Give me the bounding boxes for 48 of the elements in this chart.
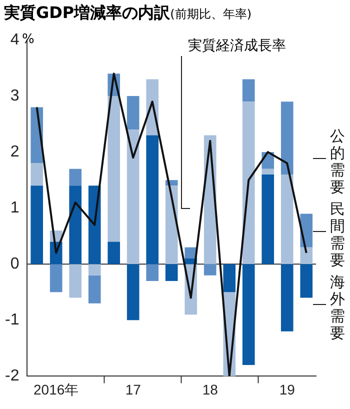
bar bbox=[280, 102, 294, 174]
x-tick-label: 19 bbox=[279, 381, 296, 398]
bar bbox=[280, 264, 294, 332]
bar bbox=[108, 242, 120, 264]
bar bbox=[88, 275, 101, 304]
y-tick-label: 2 bbox=[10, 143, 20, 160]
bar bbox=[280, 174, 294, 264]
bar bbox=[30, 163, 44, 186]
bar bbox=[108, 96, 120, 242]
bar bbox=[146, 135, 159, 264]
bar bbox=[300, 264, 313, 298]
bar bbox=[262, 174, 274, 264]
chart-title: 実質GDP増減率の内訳 bbox=[4, 3, 170, 22]
bar bbox=[69, 264, 82, 298]
y-tick-label: 4 bbox=[10, 31, 20, 48]
bar bbox=[69, 186, 82, 264]
series-label: 公的需要 bbox=[330, 127, 346, 196]
bar bbox=[126, 96, 140, 130]
bar bbox=[146, 264, 159, 281]
bar bbox=[165, 264, 178, 281]
bar bbox=[300, 247, 313, 264]
x-tick-label: 17 bbox=[125, 381, 142, 398]
x-tick-label: 2016年 bbox=[34, 381, 79, 398]
series-label: 海外需要 bbox=[330, 273, 346, 342]
y-tick-label: 1 bbox=[10, 200, 20, 217]
bar bbox=[30, 186, 44, 264]
bar bbox=[126, 264, 140, 320]
bar bbox=[204, 264, 216, 276]
y-axis-title: % bbox=[22, 32, 34, 47]
bar bbox=[262, 168, 274, 174]
y-tick-label: -2 bbox=[4, 368, 20, 385]
bar bbox=[69, 168, 82, 186]
bar bbox=[50, 264, 62, 292]
bar bbox=[242, 102, 255, 264]
bar bbox=[242, 264, 255, 365]
text: 実質経済成長率 bbox=[188, 37, 286, 55]
chart-subtitle: (前期比、年率) bbox=[170, 7, 252, 21]
series-label: 民間需要 bbox=[330, 200, 346, 269]
y-tick-label: 3 bbox=[10, 87, 20, 104]
bar bbox=[165, 186, 178, 264]
bar bbox=[223, 264, 236, 292]
bar bbox=[88, 186, 101, 264]
x-tick-label: 18 bbox=[202, 381, 218, 398]
bar bbox=[242, 79, 255, 102]
y-tick-label: 0 bbox=[10, 256, 20, 273]
bar bbox=[126, 130, 140, 264]
y-tick-label: -1 bbox=[4, 312, 20, 329]
bar bbox=[88, 264, 101, 276]
